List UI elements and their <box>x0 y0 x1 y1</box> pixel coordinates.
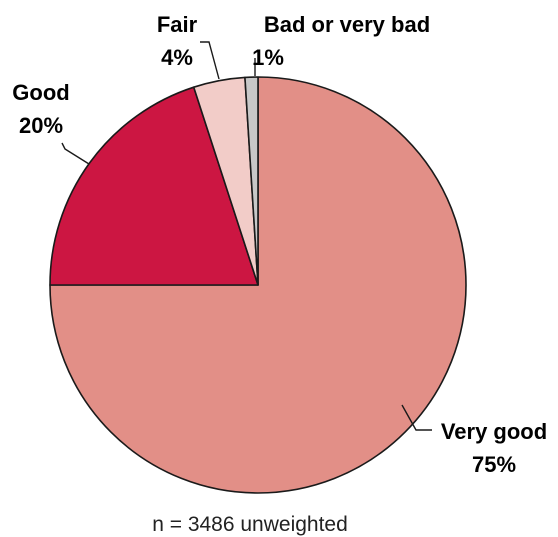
label-bad-or-very-bad: Bad or very bad <box>264 12 430 37</box>
sample-size-note: n = 3486 unweighted <box>152 513 348 536</box>
leader-very-good <box>401 404 432 431</box>
leader-good <box>61 142 90 165</box>
label-fair: Fair <box>157 12 198 37</box>
value-very-good: 75% <box>472 452 516 477</box>
value-fair: 4% <box>161 45 193 70</box>
leader-fair <box>200 41 220 80</box>
pie-slice-very-good <box>49 76 467 494</box>
pie-slices <box>49 76 467 494</box>
value-good: 20% <box>19 113 63 138</box>
label-good: Good <box>12 80 69 105</box>
value-bad-or-very-bad: 1% <box>252 45 284 70</box>
pie-slice-bad-or-very-bad <box>244 76 259 286</box>
label-very-good: Very good <box>441 419 547 444</box>
pie-slice-good <box>49 86 259 286</box>
